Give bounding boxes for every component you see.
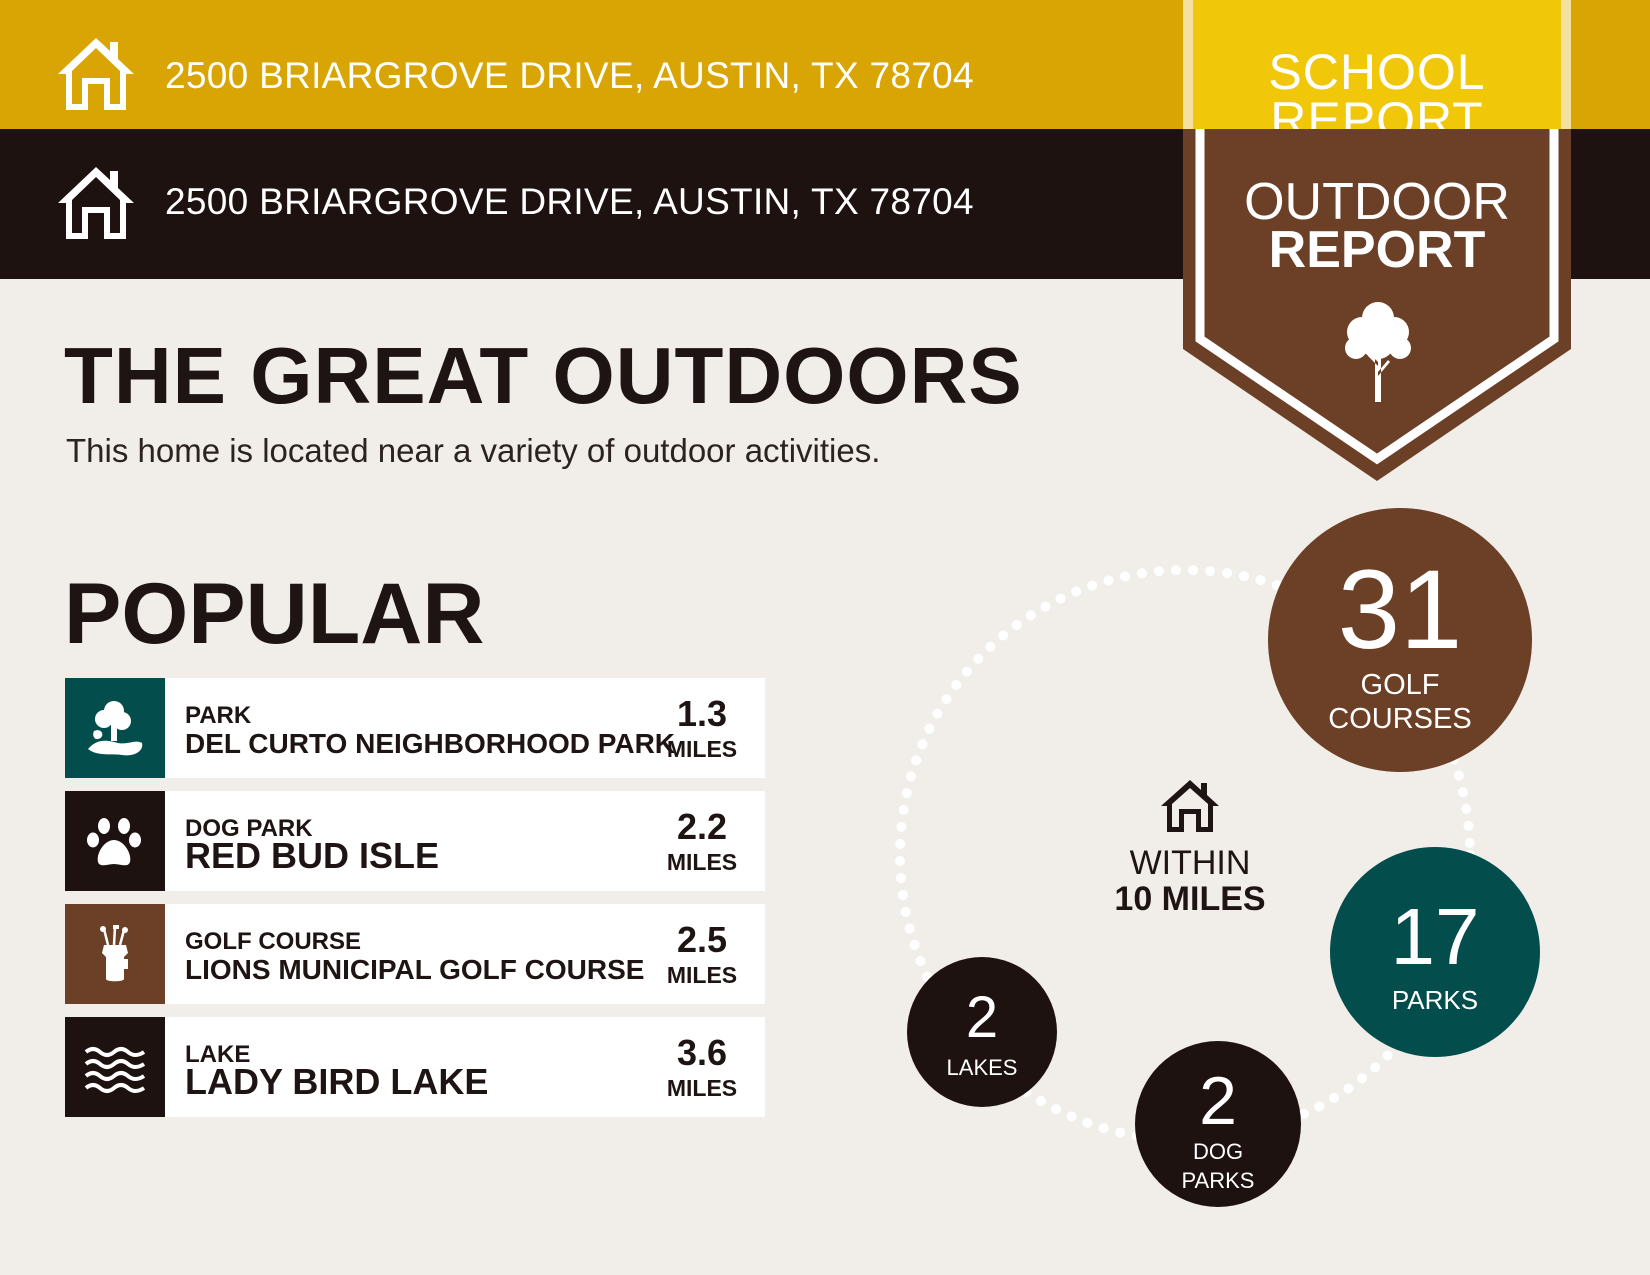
golf-courses-count: 31 <box>1337 547 1463 672</box>
list-item[interactable]: LAKE LADY BIRD LAKE 3.6 MILES <box>65 1017 765 1117</box>
outdoor-report-line1: OUTDOOR <box>1244 173 1510 231</box>
house-icon <box>58 167 134 239</box>
parks-count-bubble[interactable]: 17 PARKS <box>1330 847 1540 1057</box>
waves-icon <box>84 1047 146 1093</box>
within-line2: 10 MILES <box>1114 880 1266 918</box>
golf-courses-label-line1: GOLF <box>1360 669 1440 701</box>
list-item[interactable]: GOLF COURSE LIONS MUNICIPAL GOLF COURSE … <box>65 904 765 1004</box>
house-icon <box>1161 780 1219 832</box>
item-category: GOLF COURSE <box>185 928 362 955</box>
lakes-count-bubble[interactable]: 2 LAKES <box>907 957 1057 1107</box>
within-line1: WITHIN <box>1129 844 1251 882</box>
school-report-label: SCHOOL REPORT <box>1268 44 1486 129</box>
waves-icon-box <box>65 1017 165 1117</box>
item-category: DOG PARK <box>185 815 313 842</box>
golf-courses-label-line2: COURSES <box>1328 703 1472 735</box>
page-title: THE GREAT OUTDOORS <box>64 331 1023 420</box>
list-item[interactable]: DOG PARK RED BUD ISLE 2.2 MILES <box>65 791 765 891</box>
paw-icon <box>87 818 141 866</box>
popular-heading: POPULAR <box>64 566 485 662</box>
house-icon <box>58 38 134 110</box>
item-distance-unit: MILES <box>666 962 738 988</box>
dog-parks-count: 2 <box>1199 1063 1237 1139</box>
school-report-tab[interactable]: SCHOOL REPORT <box>1183 0 1571 129</box>
tree-icon <box>1345 302 1411 402</box>
dog-parks-label-line2: PARKS <box>1181 1168 1255 1193</box>
school-bar-address: 2500 BRIARGROVE DRIVE, AUSTIN, TX 78704 <box>165 55 974 96</box>
item-category: PARK <box>185 702 252 729</box>
item-distance: 2.5 <box>676 919 728 960</box>
outdoor-bar-address: 2500 BRIARGROVE DRIVE, AUSTIN, TX 78704 <box>165 181 974 222</box>
item-distance: 3.6 <box>676 1032 728 1073</box>
item-distance-unit: MILES <box>666 1075 738 1101</box>
item-name: DEL CURTO NEIGHBORHOOD PARK <box>185 728 676 759</box>
lakes-label: LAKES <box>946 1055 1018 1080</box>
outdoor-report-line2: REPORT <box>1268 221 1486 279</box>
within-radius-label: WITHIN 10 MILES <box>1090 845 1290 917</box>
golf-bag-icon <box>100 925 128 982</box>
golf-courses-count-bubble[interactable]: 31 GOLF COURSES <box>1268 508 1532 772</box>
item-name: LIONS MUNICIPAL GOLF COURSE <box>185 954 645 985</box>
paw-icon-box <box>65 791 165 891</box>
list-item[interactable]: PARK DEL CURTO NEIGHBORHOOD PARK 1.3 MIL… <box>65 678 765 778</box>
dog-parks-count-bubble[interactable]: 2 DOG PARKS <box>1135 1041 1301 1207</box>
park-icon <box>88 701 143 756</box>
popular-list: PARK DEL CURTO NEIGHBORHOOD PARK 1.3 MIL… <box>65 678 765 1130</box>
parks-label: PARKS <box>1391 985 1479 1015</box>
lakes-count: 2 <box>965 985 999 1050</box>
parks-count: 17 <box>1390 892 1480 981</box>
item-category: LAKE <box>185 1041 251 1068</box>
item-name: RED BUD ISLE <box>185 835 440 876</box>
page-subtitle: This home is located near a variety of o… <box>66 432 881 469</box>
dog-parks-label-line1: DOG <box>1192 1139 1244 1164</box>
outdoor-report-title: OUTDOOR REPORT <box>1183 176 1571 279</box>
item-name: LADY BIRD LAKE <box>185 1061 489 1102</box>
item-distance: 1.3 <box>676 693 728 734</box>
park-icon-box <box>65 678 165 778</box>
item-distance: 2.2 <box>676 806 728 847</box>
item-distance-unit: MILES <box>666 736 738 762</box>
item-distance-unit: MILES <box>666 849 738 875</box>
golf-bag-icon-box <box>65 904 165 1004</box>
